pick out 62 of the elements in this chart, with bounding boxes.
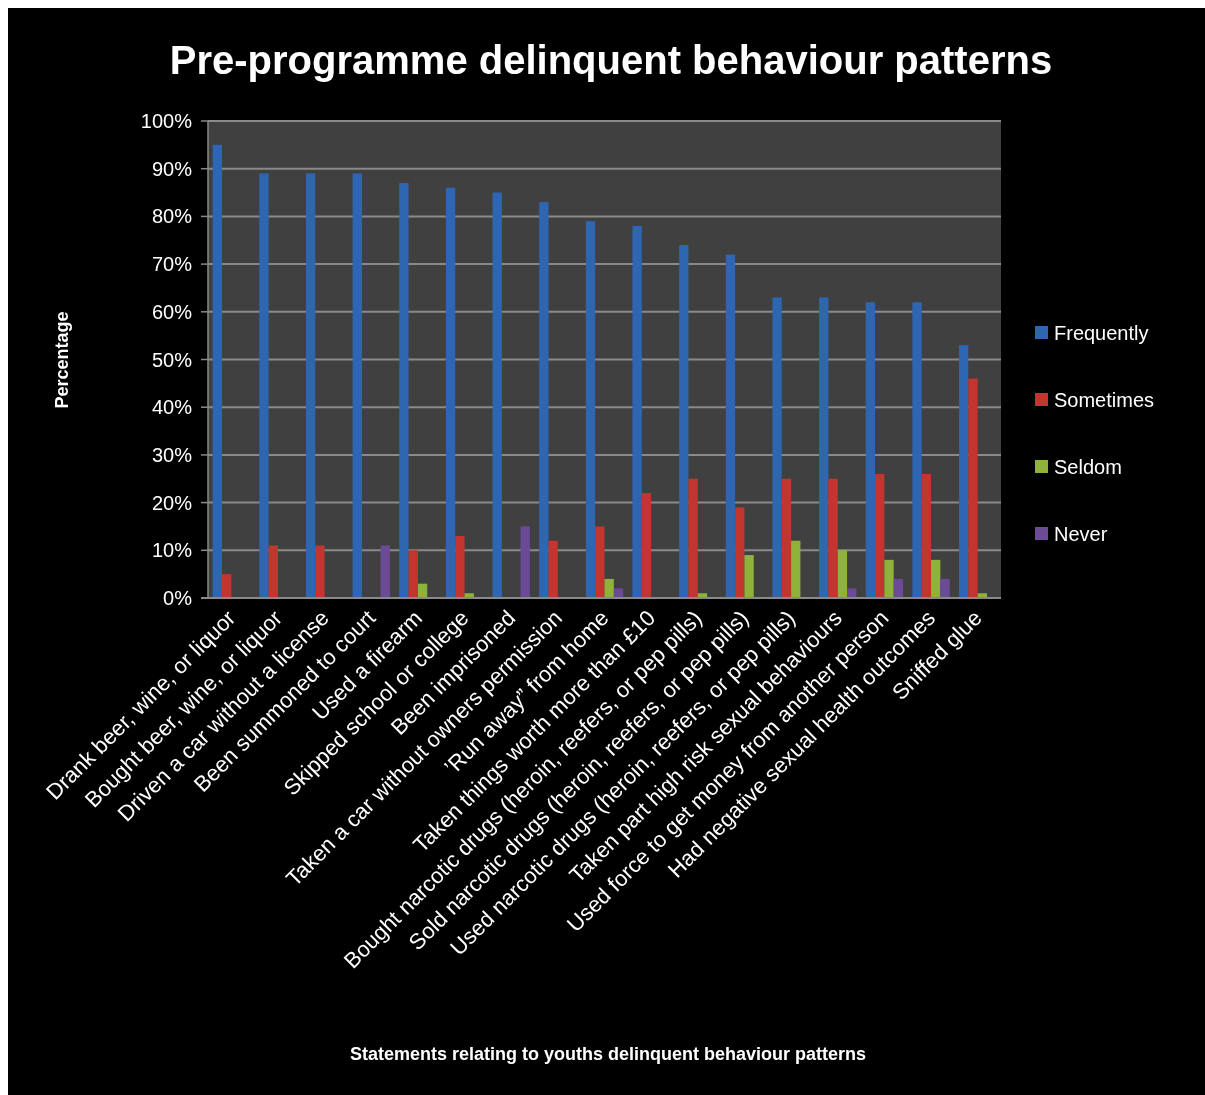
bar — [735, 507, 745, 598]
bar — [865, 302, 876, 598]
bar — [819, 297, 829, 598]
bar — [539, 202, 549, 598]
bar — [212, 144, 222, 598]
bar — [520, 526, 530, 598]
bar — [352, 173, 362, 598]
bar — [455, 535, 465, 598]
bar — [632, 225, 642, 598]
bar — [959, 345, 969, 598]
bar — [641, 493, 652, 598]
y-tick-label: 30% — [151, 443, 193, 466]
bar — [828, 478, 838, 598]
y-tick-label: 0% — [163, 587, 193, 609]
bar — [744, 555, 754, 598]
x-axis-title: Statements relating to youths delinquent behaviour patterns — [349, 1044, 867, 1064]
bar — [725, 254, 736, 598]
bar — [408, 550, 418, 598]
y-tick-label: 10% — [151, 539, 193, 562]
bar — [912, 302, 922, 598]
y-tick-label: 20% — [151, 491, 193, 514]
y-tick-label: 80% — [151, 205, 193, 228]
y-tick-label: 40% — [151, 396, 193, 419]
bar — [968, 378, 978, 598]
bar — [613, 588, 624, 598]
legend-label: Sometimes — [1054, 389, 1155, 411]
bar — [884, 559, 894, 598]
bar — [837, 550, 848, 598]
bar — [875, 473, 885, 598]
bar — [791, 540, 801, 598]
chart-title: Pre-programme delinquent behaviour patterns — [169, 38, 1053, 82]
y-tick-label: 60% — [151, 300, 193, 323]
bar — [221, 574, 232, 598]
bar — [305, 173, 316, 598]
y-tick-label: 50% — [151, 348, 193, 371]
bar — [492, 192, 502, 598]
bar — [268, 545, 278, 598]
bar — [940, 578, 950, 598]
legend-label: Frequently — [1054, 322, 1149, 344]
legend-label: Seldom — [1054, 456, 1122, 478]
bar — [595, 526, 605, 598]
legend-label: Never — [1054, 523, 1108, 545]
bar — [380, 545, 390, 598]
bar — [679, 245, 689, 598]
bar — [315, 545, 325, 598]
bar — [688, 478, 698, 598]
y-tick-label: 100% — [140, 110, 193, 132]
bar — [399, 183, 409, 598]
bar — [893, 578, 904, 598]
bar — [931, 559, 941, 598]
y-tick-label: 90% — [151, 157, 193, 180]
bar — [781, 478, 792, 598]
bar — [847, 588, 857, 598]
y-tick-label: 70% — [151, 253, 193, 276]
bar — [921, 473, 932, 598]
bar — [604, 578, 614, 598]
bar — [445, 187, 456, 598]
bar — [548, 540, 558, 598]
y-axis-title: Percentage — [52, 311, 72, 409]
bar — [772, 297, 782, 598]
bar — [259, 173, 269, 598]
bar — [585, 221, 596, 598]
